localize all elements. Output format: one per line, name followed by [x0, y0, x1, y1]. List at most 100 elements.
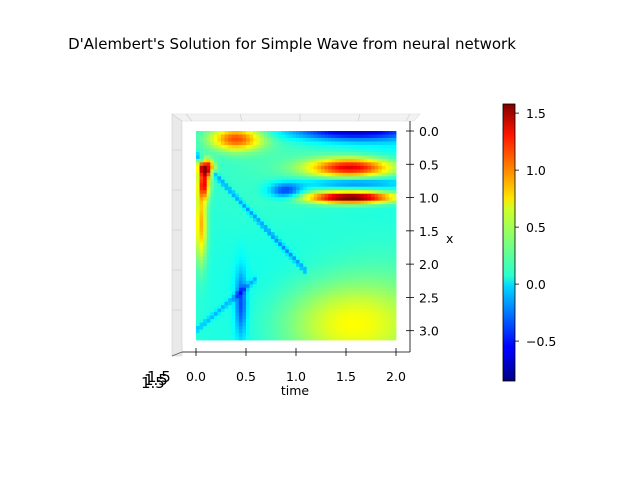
- heatmap-cell: [392, 312, 396, 316]
- heatmap-cell: [225, 131, 229, 135]
- heatmap-cell: [242, 291, 246, 295]
- heatmap-cell: [350, 159, 354, 163]
- heatmap-cell: [317, 201, 321, 205]
- heatmap-cell: [382, 330, 386, 334]
- heatmap-cell: [310, 284, 314, 288]
- heatmap-cell: [385, 337, 389, 341]
- heatmap-cell: [196, 263, 200, 267]
- heatmap-cell: [314, 330, 318, 334]
- heatmap-cell: [367, 145, 371, 149]
- heatmap-cell: [321, 239, 325, 243]
- heatmap-cell: [371, 263, 375, 267]
- heatmap-cell: [357, 176, 361, 180]
- heatmap-cell: [232, 274, 236, 278]
- heatmap-cell: [353, 134, 357, 138]
- heatmap-cell: [253, 169, 257, 173]
- heatmap-cell: [325, 260, 329, 264]
- heatmap-cell: [282, 337, 286, 341]
- heatmap-cell: [203, 312, 207, 316]
- heatmap-cell: [332, 312, 336, 316]
- heatmap-cell: [278, 284, 282, 288]
- heatmap-cell: [217, 298, 221, 302]
- heatmap-cell: [325, 134, 329, 138]
- heatmap-cell: [300, 204, 304, 208]
- heatmap-cell: [360, 222, 364, 226]
- heatmap-cell: [267, 152, 271, 156]
- heatmap-cell: [378, 173, 382, 177]
- heatmap-cell: [364, 166, 368, 170]
- heatmap-cell: [217, 183, 221, 187]
- heatmap-cell: [353, 295, 357, 299]
- heatmap-cell: [289, 155, 293, 159]
- heatmap-cell: [217, 319, 221, 323]
- heatmap-cell: [264, 218, 268, 222]
- heatmap-cell: [285, 218, 289, 222]
- heatmap-cell: [246, 159, 250, 163]
- heatmap-cell: [200, 194, 204, 198]
- heatmap-cell: [303, 208, 307, 212]
- heatmap-cell: [303, 138, 307, 142]
- heatmap-cell: [296, 260, 300, 264]
- heatmap-cell: [367, 239, 371, 243]
- heatmap-cell: [257, 155, 261, 159]
- heatmap-cell: [371, 277, 375, 281]
- heatmap-cell: [235, 330, 239, 334]
- heatmap-cell: [375, 201, 379, 205]
- heatmap-cell: [275, 239, 279, 243]
- heatmap-cell: [239, 215, 243, 219]
- heatmap-cell: [292, 162, 296, 166]
- heatmap-cell: [339, 291, 343, 295]
- heatmap-cell: [210, 215, 214, 219]
- heatmap-cell: [228, 173, 232, 177]
- heatmap-cell: [200, 173, 204, 177]
- heatmap-cell: [207, 232, 211, 236]
- heatmap-cell: [350, 225, 354, 229]
- heatmap-cell: [271, 190, 275, 194]
- heatmap-cell: [353, 218, 357, 222]
- heatmap-cell: [292, 333, 296, 337]
- heatmap-cell: [246, 323, 250, 327]
- heatmap-cell: [353, 176, 357, 180]
- heatmap-cell: [203, 180, 207, 184]
- heatmap-cell: [253, 173, 257, 177]
- heatmap-cell: [242, 190, 246, 194]
- heatmap-cell: [364, 267, 368, 271]
- heatmap-cell: [214, 173, 218, 177]
- heatmap-cell: [271, 298, 275, 302]
- heatmap-cell: [353, 263, 357, 267]
- heatmap-cell: [346, 284, 350, 288]
- heatmap-cell: [375, 204, 379, 208]
- heatmap-cell: [225, 323, 229, 327]
- heatmap-cell: [214, 260, 218, 264]
- heatmap-cell: [296, 236, 300, 240]
- heatmap-cell: [346, 211, 350, 215]
- heatmap-cell: [310, 131, 314, 135]
- heatmap-cell: [210, 183, 214, 187]
- heatmap-cell: [200, 277, 204, 281]
- heatmap-cell: [350, 260, 354, 264]
- heatmap-cell: [296, 229, 300, 233]
- heatmap-cell: [353, 162, 357, 166]
- heatmap-cell: [285, 166, 289, 170]
- heatmap-cell: [339, 229, 343, 233]
- heatmap-cell: [314, 323, 318, 327]
- heatmap-cell: [225, 236, 229, 240]
- heatmap-cell: [267, 319, 271, 323]
- heatmap-cell: [367, 215, 371, 219]
- heatmap-cell: [307, 155, 311, 159]
- heatmap-cell: [196, 201, 200, 205]
- heatmap-cell: [325, 152, 329, 156]
- heatmap-cell: [246, 281, 250, 285]
- heatmap-cell: [310, 169, 314, 173]
- heatmap-cell: [342, 267, 346, 271]
- heatmap-cell: [350, 274, 354, 278]
- heatmap-cell: [375, 152, 379, 156]
- heatmap-cell: [314, 211, 318, 215]
- heatmap-cell: [332, 152, 336, 156]
- heatmap-cell: [389, 330, 393, 334]
- heatmap-cell: [339, 134, 343, 138]
- heatmap-cell: [392, 260, 396, 264]
- heatmap-cell: [264, 187, 268, 191]
- heatmap-cell: [346, 309, 350, 313]
- heatmap-cell: [264, 291, 268, 295]
